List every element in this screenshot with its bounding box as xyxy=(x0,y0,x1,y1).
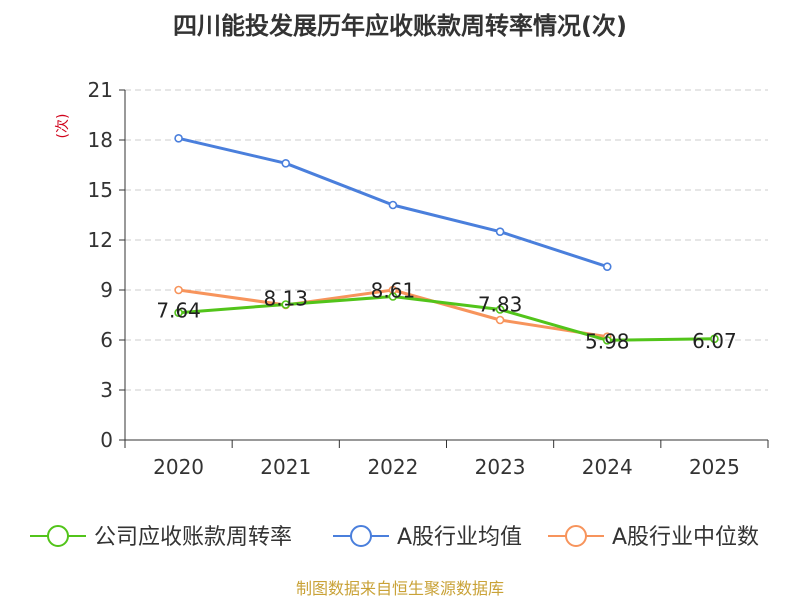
y-axis-label: (次) xyxy=(55,114,71,139)
data-point xyxy=(281,159,291,168)
x-tick-label: 2020 xyxy=(153,455,204,479)
x-tick-label: 2023 xyxy=(475,455,526,479)
data-point xyxy=(174,285,183,295)
legend-label: A股行业均值 xyxy=(397,525,522,550)
data-labels: 7.64 8.13 8.61 7.83 5.98 6.07 xyxy=(156,279,736,354)
axes: 0 3 6 9 12 15 18 21 2020 2021 2022 2023 2024 2025 xyxy=(88,78,769,479)
legend-item-0: 公司应收账款周转率 xyxy=(30,525,292,550)
data-label: 7.83 xyxy=(478,293,523,317)
y-tick-label: 21 xyxy=(88,78,113,102)
legend-label: 公司应收账款周转率 xyxy=(94,525,292,550)
y-tick-label: 15 xyxy=(88,178,113,202)
legend-label: A股行业中位数 xyxy=(612,525,759,550)
data-label: 7.64 xyxy=(156,299,201,323)
y-tick-label: 6 xyxy=(100,328,113,352)
legend-marker xyxy=(47,525,69,547)
data-point xyxy=(495,305,505,314)
data-point xyxy=(388,200,398,210)
y-tick-label: 9 xyxy=(100,278,113,302)
data-point xyxy=(602,262,612,271)
legend-item-2: A股行业中位数 xyxy=(548,525,759,550)
gridlines xyxy=(125,89,768,391)
data-label: 8.61 xyxy=(371,279,416,303)
legend-marker xyxy=(565,525,587,547)
data-point xyxy=(174,308,183,317)
series-line-0 xyxy=(178,295,715,342)
y-tick-label: 12 xyxy=(88,228,113,252)
y-tick-label: 3 xyxy=(100,378,113,402)
x-tick-label: 2025 xyxy=(689,455,740,479)
series-lines xyxy=(174,134,719,345)
y-tick-label: 0 xyxy=(100,428,113,452)
data-point xyxy=(388,292,398,301)
x-tick-label: 2024 xyxy=(582,455,633,479)
data-point xyxy=(710,334,719,344)
legend-marker xyxy=(350,525,372,547)
data-label: 8.13 xyxy=(263,287,308,311)
data-label: 6.07 xyxy=(692,329,737,353)
data-point xyxy=(495,315,505,325)
source-note: 制图数据来自恒生聚源数据库 xyxy=(296,579,504,598)
legend-item-1: A股行业均值 xyxy=(333,525,522,550)
data-point xyxy=(281,300,291,309)
data-point xyxy=(174,134,183,143)
data-label: 5.98 xyxy=(585,329,630,353)
data-point xyxy=(602,336,612,345)
x-tick-label: 2021 xyxy=(260,455,311,479)
legend: 公司应收账款周转率 A股行业均值 A股行业中位数 xyxy=(30,525,759,550)
chart-title: 四川能投发展历年应收账款周转率情况(次) xyxy=(173,12,627,40)
data-point xyxy=(495,227,505,236)
x-tick-label: 2022 xyxy=(367,455,418,479)
y-tick-label: 18 xyxy=(88,128,113,152)
